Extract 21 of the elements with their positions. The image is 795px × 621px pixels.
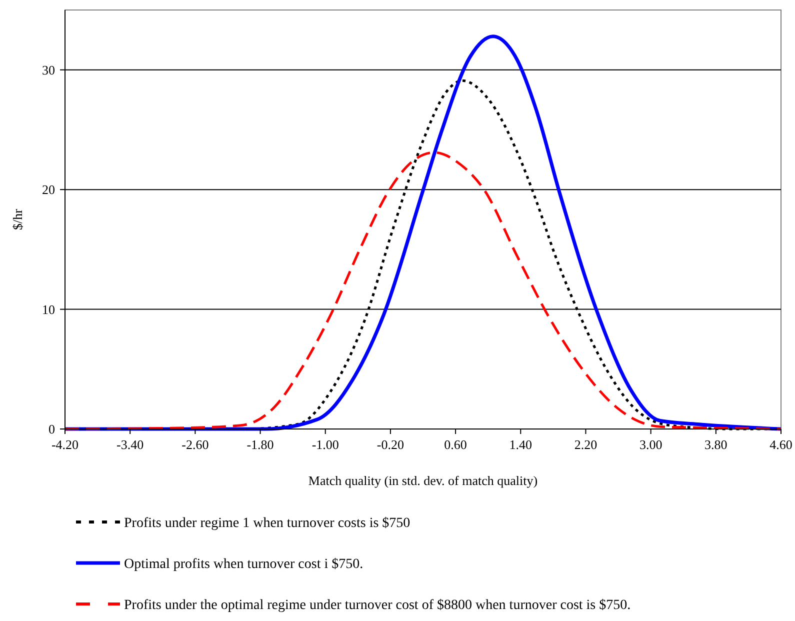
x-tick-label: -1.80 — [246, 437, 274, 452]
x-tick-label: 0.60 — [444, 437, 467, 452]
y-tick-label: 20 — [42, 182, 55, 198]
x-tick-label: 3.80 — [704, 437, 728, 452]
legend-label: Optimal profits when turnover cost i $750. — [124, 557, 364, 572]
x-tick-label: -3.40 — [116, 437, 144, 452]
x-axis-title: Match quality (in std. dev. of match quality) — [308, 473, 538, 488]
y-tick-label: 10 — [42, 302, 55, 317]
x-tick-label: 2.20 — [574, 437, 598, 452]
y-tick-label: 0 — [48, 422, 55, 436]
legend-label: Profits under the optimal regime under turnover cost of $8800 when turnover cost is $750. — [124, 598, 631, 613]
x-tick-label: 4.60 — [770, 437, 792, 452]
x-tick-label: -1.00 — [312, 437, 339, 452]
y-axis-title: $/hr — [10, 208, 25, 230]
x-tick-label: 3.00 — [639, 437, 662, 452]
x-tick-label: -4.20 — [51, 437, 79, 452]
y-tick-label: 30 — [42, 62, 55, 78]
x-tick-label: 1.40 — [509, 437, 532, 452]
legend-label: Profits under regime 1 when turnover costs is $750 — [124, 516, 410, 531]
x-tick-label: -2.60 — [182, 437, 209, 452]
x-tick-label: -0.20 — [376, 437, 404, 452]
